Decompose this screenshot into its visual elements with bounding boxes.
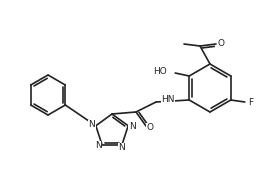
Text: HO: HO <box>153 66 167 75</box>
Text: O: O <box>217 39 224 48</box>
Text: N: N <box>95 141 101 150</box>
Text: N: N <box>118 143 125 152</box>
Text: N: N <box>129 122 135 131</box>
Text: N: N <box>88 120 95 129</box>
Text: O: O <box>146 124 153 132</box>
Text: HN: HN <box>161 96 175 105</box>
Text: F: F <box>248 97 253 107</box>
